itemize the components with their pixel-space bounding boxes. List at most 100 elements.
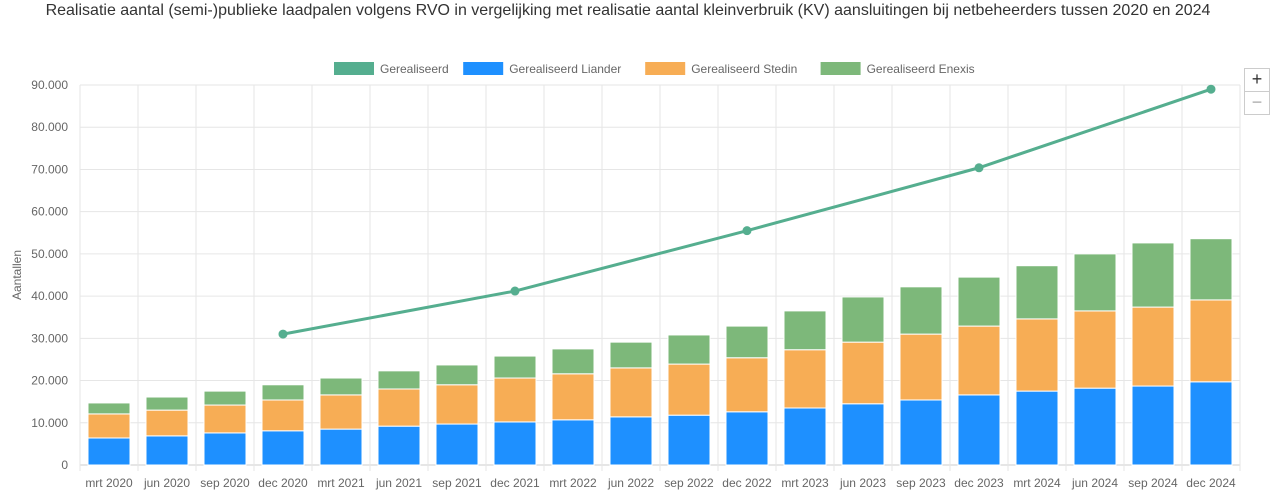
bar-gerealiseerd-stedin bbox=[1189, 299, 1233, 383]
bar-gerealiseerd-stedin bbox=[1073, 310, 1117, 389]
y-tick-label: 80.000 bbox=[31, 120, 68, 134]
bar-gerealiseerd-liander bbox=[667, 414, 711, 466]
bar-gerealiseerd-enexis bbox=[783, 310, 827, 351]
legend-swatch bbox=[334, 62, 374, 75]
y-tick-label: 10.000 bbox=[31, 416, 68, 430]
legend-label: Gerealiseerd Liander bbox=[509, 62, 621, 76]
bar-gerealiseerd-stedin bbox=[957, 325, 1001, 396]
bar-gerealiseerd-enexis bbox=[145, 396, 189, 411]
bar-gerealiseerd-enexis bbox=[725, 325, 769, 359]
legend-label: Gerealiseerd Stedin bbox=[691, 62, 797, 76]
x-tick-label: sep 2023 bbox=[896, 476, 946, 490]
bar-gerealiseerd-enexis bbox=[377, 370, 421, 390]
bar-gerealiseerd-liander bbox=[87, 437, 131, 466]
line-point bbox=[510, 286, 520, 296]
x-tick-label: jun 2020 bbox=[143, 476, 190, 490]
bar-gerealiseerd-stedin bbox=[203, 404, 247, 434]
bar-gerealiseerd-liander bbox=[435, 423, 479, 466]
bar-gerealiseerd-stedin bbox=[145, 409, 189, 437]
zoom-out-button[interactable]: − bbox=[1244, 91, 1270, 115]
y-tick-label: 60.000 bbox=[31, 205, 68, 219]
y-tick-label: 50.000 bbox=[31, 247, 68, 261]
bar-gerealiseerd-enexis bbox=[261, 384, 305, 401]
x-tick-label: mrt 2022 bbox=[549, 476, 597, 490]
bar-gerealiseerd-liander bbox=[1131, 385, 1175, 466]
bar-gerealiseerd-liander bbox=[551, 419, 595, 466]
x-tick-label: jun 2022 bbox=[607, 476, 654, 490]
bar-gerealiseerd-liander bbox=[899, 399, 943, 466]
bar-gerealiseerd-liander bbox=[1073, 387, 1117, 466]
bar-gerealiseerd-liander bbox=[783, 407, 827, 466]
line-point bbox=[974, 163, 984, 173]
x-tick-label: sep 2022 bbox=[664, 476, 714, 490]
line-point bbox=[742, 226, 752, 236]
bar-gerealiseerd-enexis bbox=[841, 296, 885, 343]
chart-title: Realisatie aantal (semi-)publieke laadpa… bbox=[45, 2, 1211, 19]
x-tick-label: mrt 2020 bbox=[85, 476, 133, 490]
bar-gerealiseerd-liander bbox=[609, 416, 653, 466]
y-tick-label: 70.000 bbox=[31, 162, 68, 176]
y-tick-label: 90.000 bbox=[31, 78, 68, 92]
bar-gerealiseerd-enexis bbox=[203, 390, 247, 406]
x-tick-label: jun 2024 bbox=[1071, 476, 1118, 490]
x-tick-label: dec 2023 bbox=[954, 476, 1004, 490]
bar-gerealiseerd-stedin bbox=[435, 384, 479, 425]
bar-gerealiseerd-liander bbox=[145, 435, 189, 466]
bar-gerealiseerd-enexis bbox=[1015, 265, 1059, 320]
bar-gerealiseerd-stedin bbox=[493, 377, 537, 423]
bar-gerealiseerd-stedin bbox=[377, 388, 421, 427]
bar-gerealiseerd-enexis bbox=[1131, 242, 1175, 308]
bar-gerealiseerd-enexis bbox=[899, 286, 943, 335]
bar-gerealiseerd-enexis bbox=[493, 355, 537, 379]
legend-swatch bbox=[645, 62, 686, 75]
y-tick-label: 0 bbox=[61, 458, 68, 472]
bar-gerealiseerd-liander bbox=[203, 432, 247, 466]
bar-gerealiseerd-liander bbox=[1015, 390, 1059, 466]
bar-gerealiseerd-enexis bbox=[1189, 238, 1233, 301]
y-tick-label: 30.000 bbox=[31, 331, 68, 345]
bar-gerealiseerd-liander bbox=[1189, 381, 1233, 466]
bar-gerealiseerd-stedin bbox=[1131, 306, 1175, 387]
bar-gerealiseerd-stedin bbox=[609, 367, 653, 418]
y-axis-label: Aantallen bbox=[10, 250, 24, 300]
bar-gerealiseerd-stedin bbox=[87, 413, 131, 439]
bar-gerealiseerd-stedin bbox=[783, 349, 827, 409]
line-point bbox=[278, 329, 288, 339]
legend-label: Gerealiseerd bbox=[380, 62, 449, 76]
zoom-in-button[interactable]: + bbox=[1244, 68, 1270, 92]
bar-gerealiseerd-enexis bbox=[957, 276, 1001, 327]
x-tick-label: mrt 2024 bbox=[1013, 476, 1061, 490]
x-tick-label: sep 2021 bbox=[432, 476, 482, 490]
bar-gerealiseerd-liander bbox=[841, 403, 885, 466]
x-tick-label: jun 2023 bbox=[839, 476, 886, 490]
x-tick-label: mrt 2021 bbox=[317, 476, 365, 490]
bar-gerealiseerd-stedin bbox=[261, 399, 305, 432]
x-tick-label: dec 2024 bbox=[1186, 476, 1236, 490]
bar-gerealiseerd-liander bbox=[319, 428, 363, 466]
x-tick-label: dec 2020 bbox=[258, 476, 308, 490]
bar-gerealiseerd-liander bbox=[261, 430, 305, 466]
bar-gerealiseerd-enexis bbox=[319, 377, 363, 396]
bar-gerealiseerd-liander bbox=[493, 421, 537, 466]
legend-swatch bbox=[820, 62, 861, 75]
line-point bbox=[1206, 84, 1216, 94]
bar-gerealiseerd-liander bbox=[957, 394, 1001, 466]
y-tick-label: 20.000 bbox=[31, 374, 68, 388]
bar-gerealiseerd-enexis bbox=[87, 402, 131, 415]
bar-gerealiseerd-enexis bbox=[435, 364, 479, 386]
bar-gerealiseerd-stedin bbox=[899, 333, 943, 401]
bar-gerealiseerd-stedin bbox=[551, 373, 595, 421]
bar-gerealiseerd-stedin bbox=[841, 341, 885, 405]
bar-gerealiseerd-liander bbox=[725, 411, 769, 466]
x-tick-label: mrt 2023 bbox=[781, 476, 829, 490]
bar-gerealiseerd-enexis bbox=[667, 334, 711, 365]
x-tick-label: sep 2024 bbox=[1128, 476, 1178, 490]
x-tick-label: sep 2020 bbox=[200, 476, 250, 490]
bar-gerealiseerd-liander bbox=[377, 425, 421, 466]
legend-swatch bbox=[463, 62, 504, 75]
x-tick-label: dec 2021 bbox=[490, 476, 540, 490]
legend-label: Gerealiseerd Enexis bbox=[867, 62, 975, 76]
bar-gerealiseerd-enexis bbox=[551, 348, 595, 375]
